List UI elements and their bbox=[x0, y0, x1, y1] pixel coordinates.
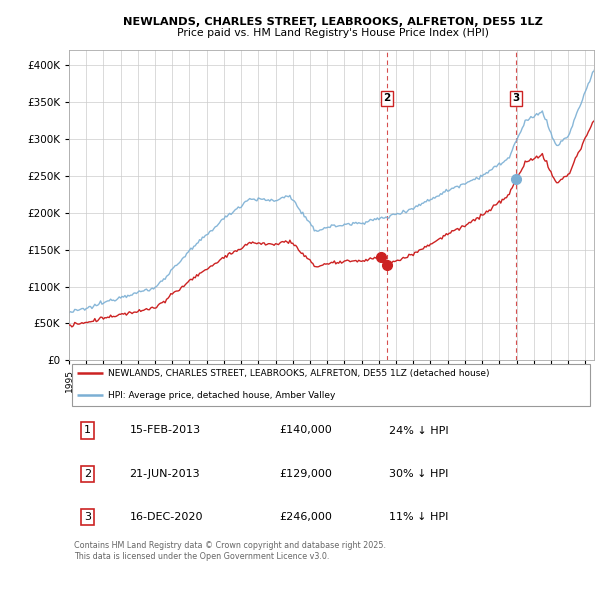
Text: 3: 3 bbox=[84, 512, 91, 522]
Text: NEWLANDS, CHARLES STREET, LEABROOKS, ALFRETON, DE55 1LZ (detached house): NEWLANDS, CHARLES STREET, LEABROOKS, ALF… bbox=[109, 369, 490, 378]
Text: 2: 2 bbox=[383, 93, 391, 103]
Text: £129,000: £129,000 bbox=[279, 469, 332, 479]
Text: Price paid vs. HM Land Registry's House Price Index (HPI): Price paid vs. HM Land Registry's House … bbox=[177, 28, 489, 38]
Text: 21-JUN-2013: 21-JUN-2013 bbox=[130, 469, 200, 479]
Text: HPI: Average price, detached house, Amber Valley: HPI: Average price, detached house, Ambe… bbox=[109, 391, 336, 400]
Text: 1: 1 bbox=[84, 425, 91, 435]
Text: £246,000: £246,000 bbox=[279, 512, 332, 522]
Text: NEWLANDS, CHARLES STREET, LEABROOKS, ALFRETON, DE55 1LZ: NEWLANDS, CHARLES STREET, LEABROOKS, ALF… bbox=[123, 17, 543, 27]
Text: 2: 2 bbox=[84, 469, 91, 479]
FancyBboxPatch shape bbox=[71, 364, 590, 406]
Text: £140,000: £140,000 bbox=[279, 425, 332, 435]
Text: 30% ↓ HPI: 30% ↓ HPI bbox=[389, 469, 449, 479]
Text: 16-DEC-2020: 16-DEC-2020 bbox=[130, 512, 203, 522]
Text: 24% ↓ HPI: 24% ↓ HPI bbox=[389, 425, 449, 435]
Text: 15-FEB-2013: 15-FEB-2013 bbox=[130, 425, 200, 435]
Text: Contains HM Land Registry data © Crown copyright and database right 2025.
This d: Contains HM Land Registry data © Crown c… bbox=[74, 541, 386, 560]
Text: 11% ↓ HPI: 11% ↓ HPI bbox=[389, 512, 449, 522]
Text: 3: 3 bbox=[512, 93, 520, 103]
